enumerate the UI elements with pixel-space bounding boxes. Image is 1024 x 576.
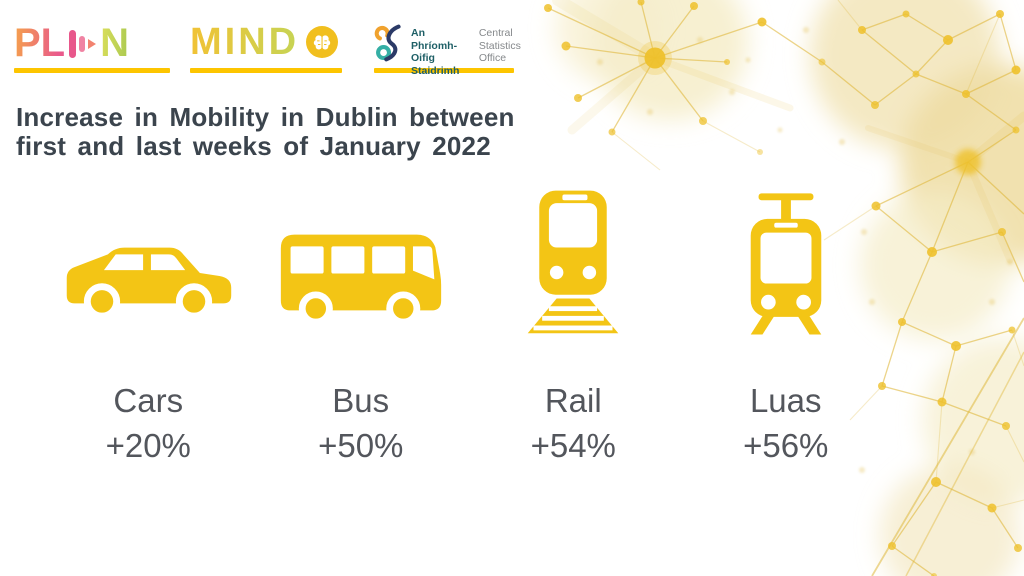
cso-logo: An Phríomh-Oifig Staidrimh Central Stati… (374, 22, 524, 77)
plan-logo-text-n: N (100, 21, 130, 65)
bus-icon (271, 223, 451, 326)
mind-logo: MIND (190, 22, 360, 73)
stat-cars-label: Cars (113, 382, 184, 419)
mind-logo-underline (190, 68, 342, 73)
plan-logo-underline (14, 68, 170, 73)
stat-bus-value: +50% (318, 427, 404, 464)
cso-logo-mark-icon (374, 24, 401, 62)
transport-icons-row (42, 182, 892, 335)
logo-bar: PL N MIND (14, 22, 524, 77)
plan-logo: PL N (14, 22, 174, 73)
luas-icon (737, 187, 835, 335)
stat-luas: Luas +56% (743, 380, 828, 469)
rail-icon (520, 185, 626, 335)
stat-cars-value: +20% (105, 427, 191, 464)
cso-logo-english-name: Central Statistics Office (478, 27, 521, 64)
stat-rail-label: Rail (544, 382, 602, 419)
stat-rail: Rail +54% (531, 380, 616, 469)
stat-cars: Cars +20% (106, 380, 191, 469)
cso-logo-underline (374, 68, 514, 73)
stat-luas-value: +56% (743, 427, 829, 464)
stat-bus: Bus +50% (318, 380, 403, 469)
car-icon (55, 225, 241, 323)
transport-stats-row: Cars +20% Bus +50% Rail +54% Luas +56% (42, 380, 892, 469)
brain-icon (306, 26, 339, 58)
stat-bus-label: Bus (332, 382, 390, 419)
page-title-line1: Increase in Mobility in Dublin between (16, 102, 515, 132)
stat-rail-value: +54% (530, 427, 616, 464)
page-title-line2: first and last weeks of January 2022 (16, 131, 491, 161)
plan-logo-a-mark-icon (69, 30, 97, 62)
stat-luas-label: Luas (749, 382, 822, 419)
page-title: Increase in Mobility in Dublin between f… (16, 103, 515, 161)
cso-logo-irish-name: An Phríomh-Oifig Staidrimh (411, 27, 460, 77)
mind-logo-text: MIND (190, 21, 300, 63)
plan-logo-text-pl: PL (14, 21, 66, 65)
